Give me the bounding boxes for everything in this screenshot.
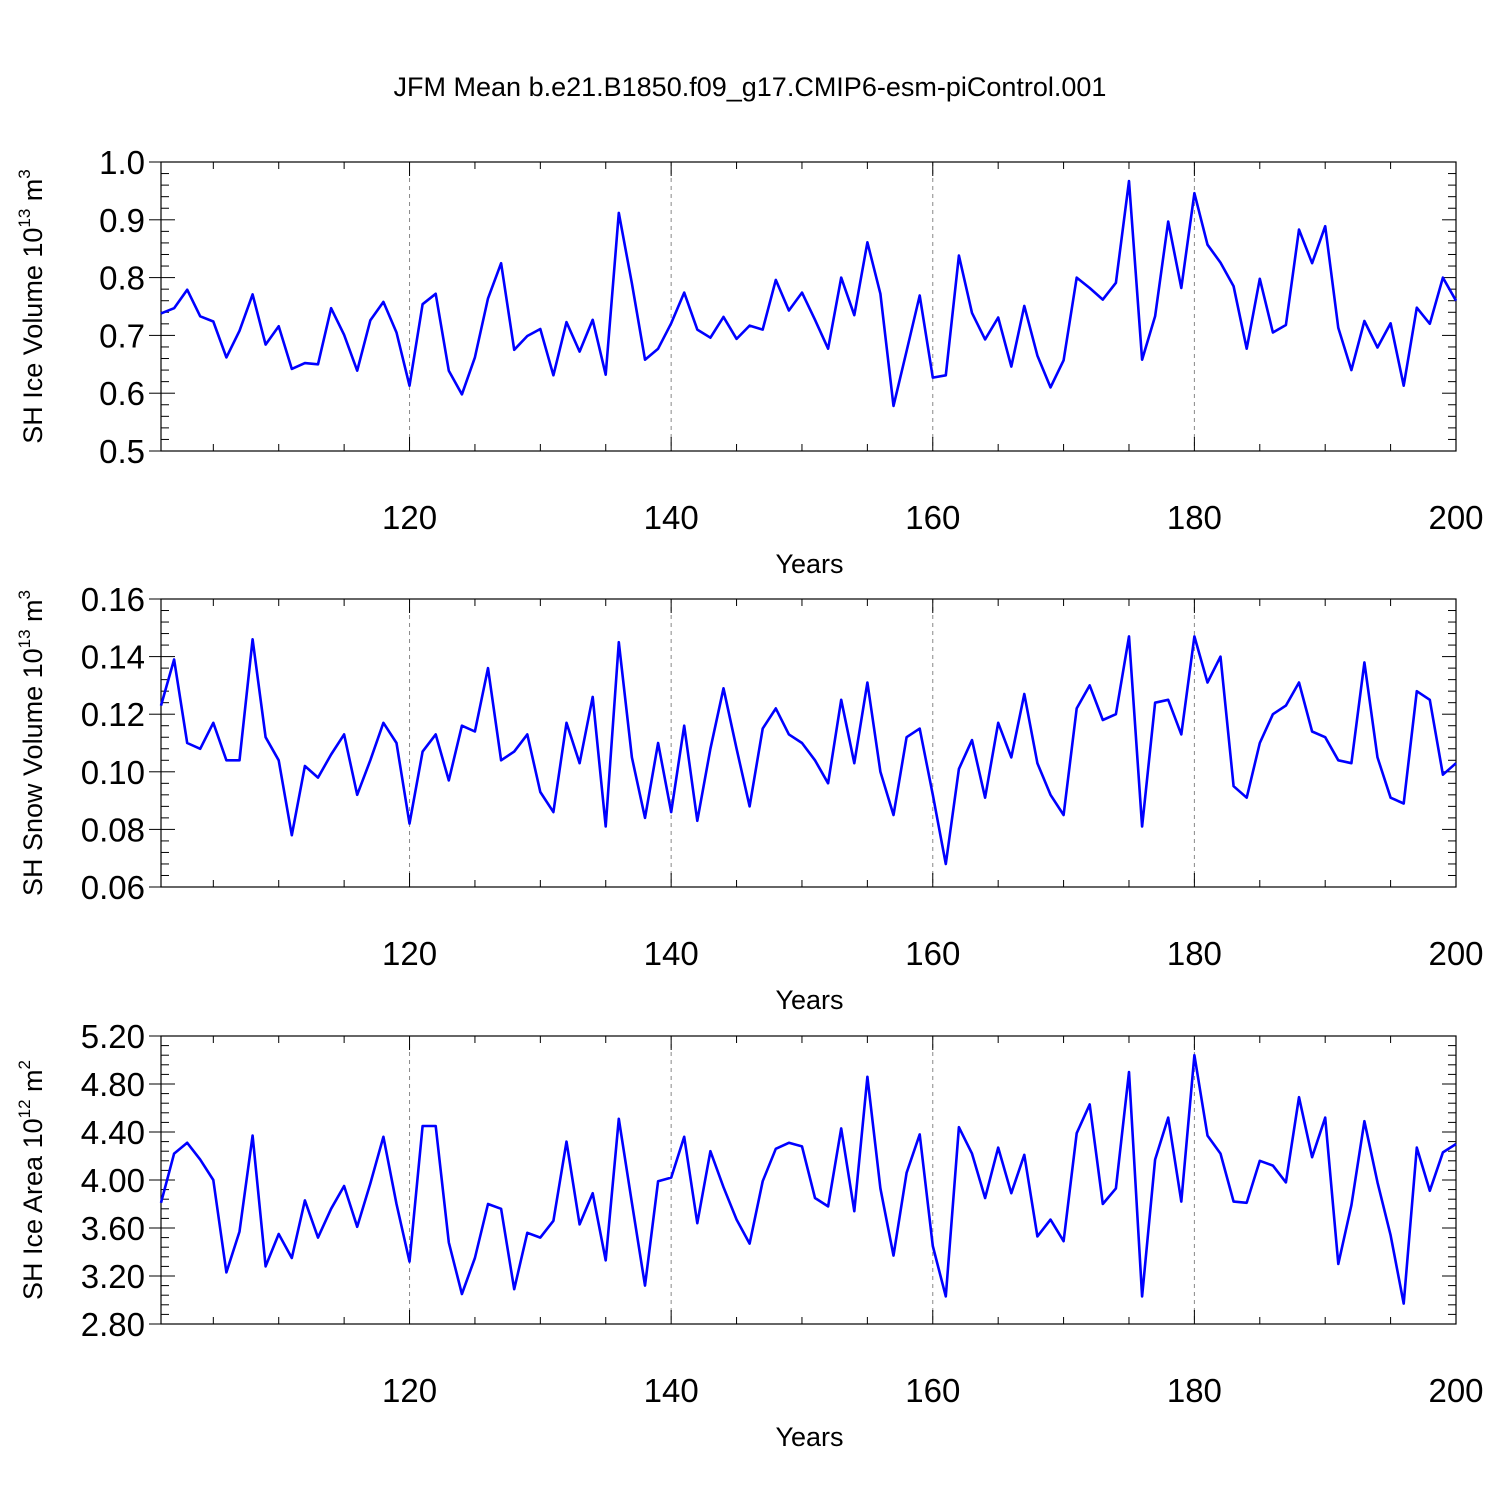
x-axis-title: Years [775, 549, 843, 579]
y-tick-label: 4.40 [81, 1114, 145, 1151]
x-axis-title: Years [775, 985, 843, 1015]
y-tick-label: 0.5 [99, 433, 145, 470]
y-tick-label: 0.6 [99, 375, 145, 412]
x-tick-label: 120 [382, 935, 437, 972]
y-tick-label: 4.80 [81, 1066, 145, 1103]
x-tick-label: 140 [644, 499, 699, 536]
x-tick-label: 200 [1428, 499, 1483, 536]
panel-1: 0.5 0.6 0.7 0.8 0.9 1.0 120 140 160 180 200 Years SH… [15, 144, 1484, 579]
y-tick-label: 2.80 [81, 1306, 145, 1343]
x-tick-label: 140 [644, 1372, 699, 1409]
y-tick-label: 3.20 [81, 1258, 145, 1295]
y-axis-title: SH Ice Volume 1013 m3 [15, 169, 48, 444]
x-tick-label: 120 [382, 1372, 437, 1409]
y-axis-title: SH Snow Volume 1013 m3 [15, 590, 48, 896]
plot-frame [160, 161, 1457, 452]
y-tick-label: 5.20 [81, 1018, 145, 1055]
chart-title: JFM Mean b.e21.B1850.f09_g17.CMIP6-esm-p… [393, 72, 1107, 102]
y-tick-label: 3.60 [81, 1210, 145, 1247]
y-tick-label: 0.12 [81, 696, 145, 733]
y-tick-label: 0.8 [99, 260, 145, 297]
x-tick-label: 180 [1167, 935, 1222, 972]
series-line [159, 1053, 1457, 1305]
x-tick-label: 160 [905, 499, 960, 536]
x-tick-label: 160 [905, 1372, 960, 1409]
panel-3: 2.80 3.20 3.60 4.00 4.40 4.80 5.20 120 140 160 180… [15, 1018, 1484, 1452]
y-tick-label: 0.9 [99, 202, 145, 239]
x-tick-label: 160 [905, 935, 960, 972]
x-tick-label: 200 [1428, 1372, 1483, 1409]
y-tick-label: 0.14 [81, 639, 145, 676]
y-tick-label: 4.00 [81, 1162, 145, 1199]
plot-frame [160, 598, 1457, 888]
y-tick-label: 0.10 [81, 754, 145, 791]
y-axis-title: SH Ice Area 1012 m2 [15, 1060, 48, 1300]
x-tick-label: 120 [382, 499, 437, 536]
x-tick-label: 180 [1167, 1372, 1222, 1409]
plot-frame [160, 1035, 1457, 1325]
x-tick-label: 140 [644, 935, 699, 972]
series-line [159, 635, 1457, 866]
x-tick-label: 200 [1428, 935, 1483, 972]
y-tick-label: 0.06 [81, 869, 145, 906]
y-tick-label: 0.08 [81, 811, 145, 848]
y-tick-label: 0.16 [81, 581, 145, 618]
y-tick-label: 0.7 [99, 317, 145, 354]
y-tick-label: 1.0 [99, 144, 145, 181]
panel-2: 0.06 0.08 0.10 0.12 0.14 0.16 120 140 160 180 200 Y… [15, 581, 1484, 1015]
x-tick-label: 180 [1167, 499, 1222, 536]
x-axis-title: Years [775, 1422, 843, 1452]
series-line [160, 179, 1458, 408]
